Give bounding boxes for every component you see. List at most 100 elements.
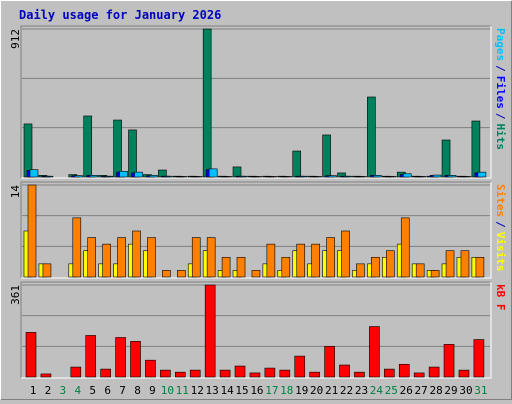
bar xyxy=(429,367,439,377)
bar xyxy=(103,244,111,277)
bar xyxy=(399,364,409,377)
bar xyxy=(28,185,36,277)
x-tick-label: 18 xyxy=(280,384,293,397)
x-tick-label: 15 xyxy=(235,384,248,397)
bar xyxy=(235,366,245,377)
bar xyxy=(116,337,126,377)
bar xyxy=(312,244,320,277)
bar xyxy=(384,369,394,377)
bar xyxy=(476,257,484,277)
bar xyxy=(250,373,260,377)
y-tick-label: 14 xyxy=(9,185,22,199)
legend-entry: kB F xyxy=(494,284,507,311)
bar xyxy=(114,120,122,177)
bar xyxy=(160,370,170,377)
bar xyxy=(265,368,275,377)
bar xyxy=(131,341,141,377)
x-tick-label: 5 xyxy=(89,384,96,397)
bar xyxy=(88,238,96,277)
x-tick-label: 29 xyxy=(444,384,457,397)
bar xyxy=(280,370,290,377)
bar xyxy=(478,172,486,177)
bar xyxy=(448,175,456,177)
x-tick-label: 27 xyxy=(415,384,428,397)
legend-entry: Sites xyxy=(494,184,507,217)
bar xyxy=(414,373,424,377)
bar xyxy=(118,238,126,277)
bar xyxy=(433,175,441,177)
x-tick-label: 28 xyxy=(429,384,442,397)
bar xyxy=(41,374,51,377)
bar xyxy=(299,176,307,177)
bar xyxy=(386,251,394,277)
x-tick-label: 19 xyxy=(295,384,308,397)
bar xyxy=(474,340,484,377)
x-tick-label: 7 xyxy=(119,384,126,397)
bar xyxy=(75,176,83,177)
bar xyxy=(461,251,469,277)
bar xyxy=(356,264,364,277)
bar xyxy=(297,244,305,277)
bar xyxy=(177,270,185,277)
x-tick-label: 3 xyxy=(60,384,67,397)
bar xyxy=(342,231,350,277)
x-tick-label: 12 xyxy=(191,384,204,397)
x-tick-label: 26 xyxy=(400,384,413,397)
bar xyxy=(205,285,215,377)
bar xyxy=(371,257,379,277)
x-tick-label: 31 xyxy=(474,384,487,397)
y-tick-label: 361 xyxy=(9,285,22,305)
bar xyxy=(135,172,143,177)
bar xyxy=(71,367,81,377)
x-tick-label: 4 xyxy=(74,384,81,397)
bar xyxy=(24,124,32,177)
bar xyxy=(190,370,200,377)
bar xyxy=(327,238,335,277)
x-tick-label: 17 xyxy=(265,384,278,397)
bar xyxy=(133,231,141,277)
x-tick-label: 21 xyxy=(325,384,338,397)
bar xyxy=(73,218,81,277)
bar xyxy=(162,270,170,277)
bar xyxy=(120,171,128,177)
bar xyxy=(26,332,36,377)
x-tick-label: 11 xyxy=(176,384,189,397)
legend-separator: / xyxy=(494,221,507,228)
x-tick-label: 23 xyxy=(355,384,368,397)
x-tick-label: 16 xyxy=(250,384,263,397)
bar xyxy=(45,176,53,177)
bar xyxy=(192,238,200,277)
bar xyxy=(267,244,275,277)
bar xyxy=(239,176,247,177)
bar xyxy=(403,174,411,177)
bar xyxy=(90,175,98,177)
bar xyxy=(459,370,469,377)
x-tick-label: 22 xyxy=(340,384,353,397)
legend: kB F xyxy=(494,284,507,311)
bar xyxy=(84,116,92,177)
bar xyxy=(442,140,450,177)
bar xyxy=(222,257,230,277)
bar xyxy=(105,176,113,177)
bar xyxy=(446,251,454,277)
chart-title: Daily usage for January 2026 xyxy=(19,8,221,22)
bar xyxy=(233,167,241,177)
bar xyxy=(367,97,375,177)
bar xyxy=(147,238,155,277)
bar xyxy=(340,365,350,377)
bar xyxy=(149,175,157,177)
bar xyxy=(293,151,301,177)
x-tick-label: 30 xyxy=(459,384,472,397)
bar xyxy=(354,372,364,377)
legend-separator: / xyxy=(494,113,507,120)
bar xyxy=(175,372,185,377)
bar xyxy=(30,170,38,177)
bar xyxy=(43,264,51,277)
x-tick-label: 13 xyxy=(206,384,219,397)
bar xyxy=(444,344,454,377)
bar xyxy=(401,218,409,277)
bar xyxy=(237,257,245,277)
x-tick-label: 10 xyxy=(161,384,174,397)
legend-entry: Visits xyxy=(494,232,507,272)
bar xyxy=(344,176,352,177)
